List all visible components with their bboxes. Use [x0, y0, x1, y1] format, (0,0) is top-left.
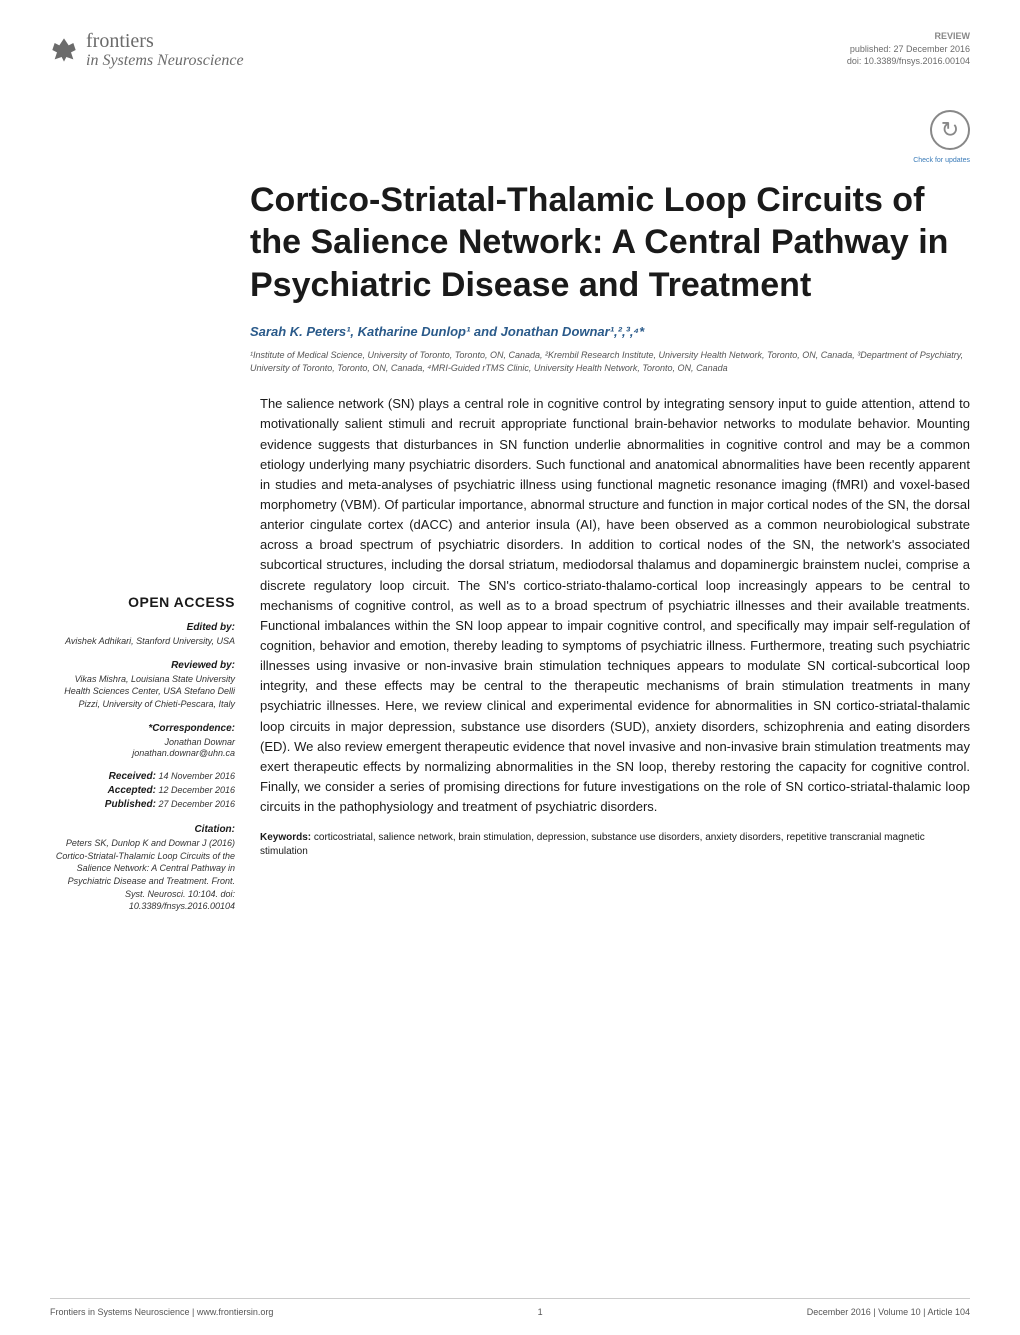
frontiers-logo-icon — [50, 36, 78, 64]
keywords-text: corticostriatal, salience network, brain… — [260, 832, 925, 857]
received-line: Received: 14 November 2016 — [50, 770, 235, 784]
page-footer: Frontiers in Systems Neuroscience | www.… — [50, 1298, 970, 1317]
publication-type: REVIEW — [847, 30, 970, 43]
citation-label: Citation: — [50, 824, 235, 835]
footer-right: December 2016 | Volume 10 | Article 104 — [807, 1307, 970, 1317]
logo-sub-text: in Systems Neuroscience — [86, 52, 244, 70]
article-title: Cortico-Striatal-Thalamic Loop Circuits … — [250, 179, 970, 307]
reviewed-by-text: Vikas Mishra, Louisiana State University… — [50, 673, 235, 711]
reviewed-by-section: Reviewed by: Vikas Mishra, Louisiana Sta… — [50, 660, 235, 711]
published-line: Published: 27 December 2016 — [50, 798, 235, 812]
citation-text: Peters SK, Dunlop K and Downar J (2016) … — [50, 837, 235, 913]
open-access-label: OPEN ACCESS — [50, 594, 235, 610]
journal-logo: frontiers in Systems Neuroscience — [50, 30, 244, 70]
edited-by-text: Avishek Adhikari, Stanford University, U… — [50, 635, 235, 648]
correspondence-label: *Correspondence: — [50, 723, 235, 734]
accepted-label: Accepted: — [108, 785, 156, 796]
abstract-column: The salience network (SN) plays a centra… — [260, 394, 970, 925]
accepted-line: Accepted: 12 December 2016 — [50, 784, 235, 798]
logo-main-text: frontiers — [86, 30, 244, 52]
received-label: Received: — [109, 771, 156, 782]
footer-left: Frontiers in Systems Neuroscience | www.… — [50, 1307, 273, 1317]
keywords-section: Keywords: corticostriatal, salience netw… — [260, 831, 970, 859]
sidebar: OPEN ACCESS Edited by: Avishek Adhikari,… — [50, 394, 235, 925]
affiliations: ¹Institute of Medical Science, Universit… — [250, 349, 970, 374]
citation-section: Citation: Peters SK, Dunlop K and Downar… — [50, 824, 235, 913]
correspondence-name: Jonathan Downar — [50, 736, 235, 749]
publication-date: published: 27 December 2016 — [847, 43, 970, 56]
keywords-label: Keywords: — [260, 832, 311, 843]
accepted-date: 12 December 2016 — [158, 785, 235, 795]
received-date: 14 November 2016 — [158, 771, 235, 781]
published-date: 27 December 2016 — [158, 799, 235, 809]
author-list: Sarah K. Peters¹, Katharine Dunlop¹ and … — [250, 324, 970, 339]
dates-section: Received: 14 November 2016 Accepted: 12 … — [50, 770, 235, 812]
main-content: OPEN ACCESS Edited by: Avishek Adhikari,… — [50, 394, 970, 925]
published-label: Published: — [105, 799, 156, 810]
correspondence-section: *Correspondence: Jonathan Downar jonatha… — [50, 723, 235, 759]
edited-by-section: Edited by: Avishek Adhikari, Stanford Un… — [50, 622, 235, 648]
check-updates-label: Check for updates — [50, 157, 970, 164]
publication-doi: doi: 10.3389/fnsys.2016.00104 — [847, 55, 970, 68]
edited-by-label: Edited by: — [50, 622, 235, 633]
reviewed-by-label: Reviewed by: — [50, 660, 235, 671]
correspondence-email: jonathan.downar@uhn.ca — [50, 748, 235, 758]
footer-page-number: 1 — [538, 1307, 543, 1317]
abstract-text: The salience network (SN) plays a centra… — [260, 394, 970, 817]
page-header: frontiers in Systems Neuroscience REVIEW… — [50, 30, 970, 70]
check-updates-badge[interactable]: Check for updates — [50, 110, 970, 164]
check-updates-icon — [930, 110, 970, 150]
publication-info: REVIEW published: 27 December 2016 doi: … — [847, 30, 970, 68]
logo-text: frontiers in Systems Neuroscience — [86, 30, 244, 70]
